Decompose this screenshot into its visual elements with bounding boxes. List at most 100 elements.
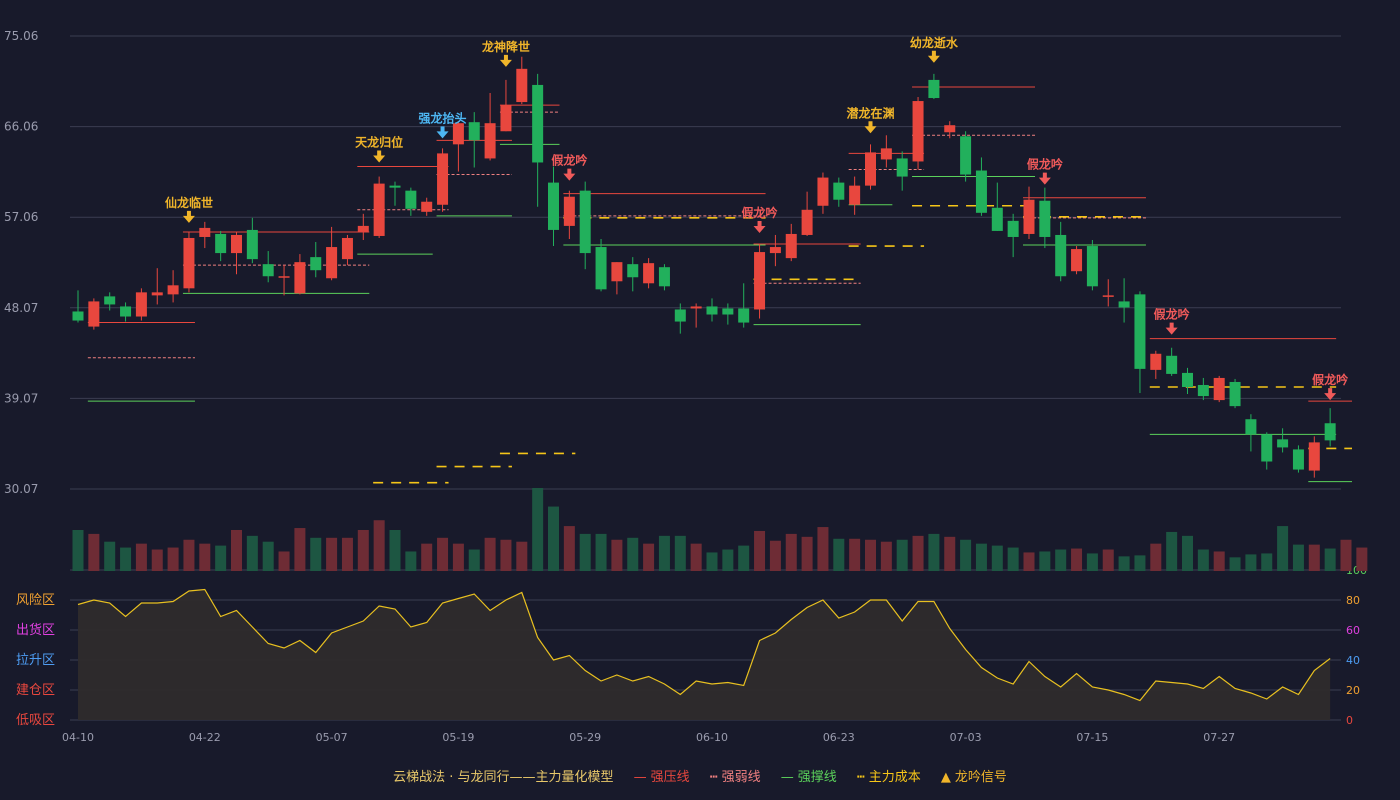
volume-bar: [1071, 548, 1083, 571]
volume-bar: [468, 549, 480, 571]
candle-body: [611, 262, 623, 282]
volume-bar: [405, 551, 417, 571]
candle-body: [849, 185, 861, 205]
price-tick-label: 48.07: [4, 301, 38, 315]
candle-body: [1182, 372, 1193, 388]
candle-body: [341, 237, 353, 260]
volume-bar: [341, 537, 353, 571]
osc-right-tick-label: 0: [1346, 714, 1353, 727]
candle-body: [1308, 442, 1320, 471]
candle-body: [437, 153, 449, 205]
osc-zone-label: 低吸区: [16, 713, 55, 728]
volume-bar: [738, 545, 750, 571]
candle-body: [231, 234, 242, 254]
x-axis: 04-10 04-22 05-07 05-19 05-29 06-10 06-23 07-03…: [62, 731, 1235, 744]
candle-body: [468, 122, 480, 141]
candle-body: [516, 68, 528, 103]
volume-bar: [199, 543, 211, 571]
candle-body: [389, 185, 401, 188]
volume-bar: [373, 520, 385, 571]
candle-body: [294, 262, 306, 294]
signal-label: 潜龙在渊: [846, 105, 894, 120]
volume-bar: [1150, 543, 1162, 571]
legend-item-pressure: — 强压线: [634, 770, 690, 785]
indicator-lines: [87, 86, 1352, 484]
candle-body: [1118, 301, 1130, 308]
signal-label: 假龙吟: [1154, 307, 1190, 322]
candle-body: [912, 101, 924, 162]
signal-label: 龙神降世: [482, 39, 530, 54]
volume-bar: [991, 545, 1003, 571]
candle-body: [484, 123, 496, 159]
candle-body: [658, 267, 670, 287]
volume-bar: [326, 537, 338, 571]
volume-bar: [135, 543, 147, 571]
volume-bar: [722, 549, 734, 571]
candle-body: [1197, 384, 1209, 397]
volume-bar: [1213, 551, 1225, 571]
candle-body: [722, 308, 734, 315]
candle-body: [1292, 449, 1304, 470]
candle-body: [1071, 249, 1083, 272]
volume-bar: [167, 547, 179, 571]
candle-body: [1134, 294, 1146, 369]
volume-bar: [785, 533, 797, 571]
volume-bar: [595, 533, 607, 571]
oscillator-area: [78, 589, 1331, 720]
candle-body: [1166, 355, 1178, 374]
signal-label: 假龙吟: [742, 205, 778, 220]
candle-body: [72, 311, 84, 321]
legend-support-icon: —: [780, 770, 794, 785]
volume-bar: [801, 536, 813, 571]
volume-bar: [1007, 547, 1019, 571]
price-tick-label: 75.06: [4, 29, 38, 43]
grid: [70, 35, 1341, 721]
candle-body: [1261, 434, 1273, 462]
volume-bar: [658, 535, 670, 571]
oscillator-line: [77, 588, 1331, 702]
candle-body: [801, 209, 813, 235]
osc-zone-label: 拉升区: [16, 653, 55, 668]
volume-bar: [1182, 535, 1193, 571]
volume-bar: [627, 537, 639, 571]
candle-body: [928, 79, 940, 99]
volume-bar: [1229, 557, 1241, 571]
signal-label: 强龙抬头: [419, 110, 467, 125]
osc-zone-label: 出货区: [16, 622, 55, 638]
volume-bar: [1055, 549, 1067, 571]
candle-body: [104, 296, 116, 305]
signal-label: 天龙归位: [355, 134, 403, 149]
volume-bar: [88, 533, 100, 571]
volume-bar: [310, 537, 322, 571]
candle-body: [183, 237, 195, 289]
price-tick-label: 57.06: [4, 210, 38, 224]
volume-bar: [1308, 544, 1320, 571]
volume-bar: [944, 536, 956, 571]
volume-bar: [294, 528, 306, 571]
signal-arrow-icon: [563, 168, 576, 181]
legend-support-label: 强撑线: [797, 770, 837, 785]
volume-bar: [1261, 553, 1273, 571]
legend-item-weak: ┅ 强弱线: [710, 770, 761, 785]
volume-bar: [912, 535, 924, 571]
volume-bar: [928, 533, 940, 571]
price-tick-label: 66.06: [4, 120, 38, 134]
candle-body: [1023, 199, 1035, 234]
legend-cost-label: 主力成本: [868, 770, 921, 785]
x-tick-label: 07-03: [950, 731, 982, 744]
osc-right-tick-label: 60: [1346, 624, 1360, 637]
candle-body: [357, 225, 369, 232]
candle-body: [405, 190, 417, 209]
volume-bar: [1039, 551, 1051, 571]
signal-label: 假龙吟: [1312, 372, 1348, 387]
volume-bar: [484, 537, 496, 571]
volume-bar: [690, 543, 702, 571]
x-tick-label: 05-29: [569, 731, 601, 744]
volume-bar: [1292, 544, 1304, 571]
candle-body: [1007, 220, 1019, 237]
legend-weak-label: 强弱线: [721, 770, 761, 785]
volume-bar: [1324, 548, 1336, 571]
volume-bar: [421, 543, 433, 571]
